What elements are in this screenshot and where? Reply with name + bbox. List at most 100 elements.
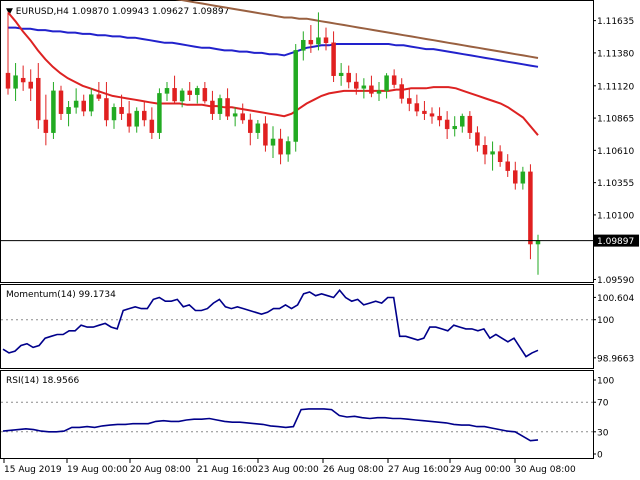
x-tick-label: 27 Aug 16:00	[388, 465, 449, 475]
candle-body	[361, 85, 367, 89]
moving-average-line-1	[8, 26, 539, 68]
x-tick-label: 29 Aug 00:00	[450, 465, 511, 475]
candle-body	[104, 98, 109, 121]
candle-body	[482, 145, 488, 155]
candle-body	[149, 119, 155, 133]
current-price-tag	[594, 234, 639, 247]
price-tick-label: 1.11635	[597, 17, 634, 27]
candle-body	[187, 90, 192, 95]
rsi-tick-label: 0	[597, 451, 603, 461]
candle-body	[164, 88, 170, 94]
candle-body	[323, 37, 329, 44]
candle-body	[89, 94, 94, 112]
momentum-tick-label: 100.604	[597, 294, 634, 304]
candle-body	[111, 107, 117, 121]
candle-body	[497, 151, 503, 163]
candle-body	[278, 138, 283, 155]
candle-body	[528, 171, 533, 245]
candle-body	[195, 88, 200, 95]
rsi-pane-frame	[0, 370, 594, 459]
candle-body	[346, 72, 351, 83]
momentum-plot	[1, 288, 593, 358]
candle-body	[437, 115, 442, 121]
candle-body	[331, 42, 336, 76]
candle-body	[422, 110, 427, 114]
candle-body	[81, 100, 86, 112]
candle-body	[369, 85, 374, 94]
candle-body	[202, 88, 208, 102]
ohlc-close: 1.09897	[192, 7, 229, 17]
candle-body	[157, 93, 162, 133]
candle-body	[43, 119, 49, 133]
rsi-tick-label: 70	[597, 399, 609, 409]
symbol-label: EURUSD,H4	[16, 7, 69, 17]
price-tick-label: 1.10355	[597, 179, 634, 189]
candle-body	[179, 90, 185, 102]
candle-body	[505, 161, 510, 171]
rsi-tick-label: 30	[597, 428, 609, 438]
moving-average-line-0	[175, 0, 539, 59]
candle-body	[51, 90, 56, 133]
candle-body	[240, 113, 245, 121]
ohlc-low: 1.09627	[152, 7, 189, 17]
candle-body	[13, 75, 18, 89]
momentum-label: Momentum(14) 99.1734	[6, 290, 116, 300]
x-tick-label: 20 Aug 08:00	[130, 465, 191, 475]
price-tick-label: 1.10865	[597, 115, 634, 125]
moving-average-line-2	[7, 11, 539, 136]
price-tick-label: 1.11120	[597, 82, 634, 92]
momentum-tick-label: 100	[597, 316, 614, 326]
candle-body	[255, 123, 261, 133]
candle-body	[20, 77, 26, 83]
candle-body	[429, 113, 435, 117]
price-plot	[1, 0, 593, 275]
candle-body	[142, 110, 147, 121]
candle-body	[452, 126, 457, 130]
candle-body	[308, 39, 314, 45]
candle-body	[225, 98, 230, 117]
price-tick-label: 1.10100	[597, 211, 634, 221]
momentum-line	[2, 288, 539, 358]
candle-body	[134, 110, 139, 127]
ohlc-open: 1.09870	[72, 7, 109, 17]
symbol-header: ▼ EURUSD,H4 1.09870 1.09943 1.09627 1.09…	[6, 7, 229, 17]
candle-body	[36, 77, 41, 121]
candle-body	[444, 119, 450, 130]
candle-body	[475, 132, 480, 146]
candle-body	[316, 37, 321, 45]
candle-body	[263, 123, 268, 146]
price-tick-label: 1.11380	[597, 49, 634, 59]
x-tick-label: 30 Aug 08:00	[515, 465, 576, 475]
candle-body	[490, 151, 495, 155]
candle-body	[301, 39, 306, 51]
candle-body	[217, 98, 223, 114]
rsi-label: RSI(14) 18.9566	[6, 376, 79, 386]
price-tick-label: 1.10610	[597, 147, 634, 157]
candle-body	[126, 113, 132, 127]
candle-body	[520, 171, 526, 184]
candle-body	[5, 72, 11, 89]
ohlc-high: 1.09943	[112, 7, 149, 17]
candle-body	[399, 84, 404, 99]
candle-body	[96, 94, 102, 99]
candle-body	[66, 107, 71, 114]
candle-body	[391, 75, 397, 85]
candle-body	[513, 170, 518, 184]
candle-body	[467, 115, 473, 133]
candle-body	[354, 81, 359, 89]
x-tick-label: 21 Aug 16:00	[197, 465, 258, 475]
x-tick-label: 26 Aug 08:00	[323, 465, 384, 475]
candle-body	[376, 90, 382, 94]
rsi-tick-label: 100	[597, 377, 614, 387]
candle-body	[460, 115, 465, 127]
rsi-plot	[1, 401, 593, 442]
candle-body	[58, 90, 64, 114]
price-tick-label: 1.09590	[597, 276, 634, 286]
x-tick-label: 15 Aug 2019	[4, 465, 62, 475]
candle-body	[210, 100, 215, 114]
candle-body	[73, 100, 79, 108]
candle-body	[28, 81, 33, 89]
candle-body	[270, 138, 276, 146]
candle-body	[384, 75, 389, 92]
